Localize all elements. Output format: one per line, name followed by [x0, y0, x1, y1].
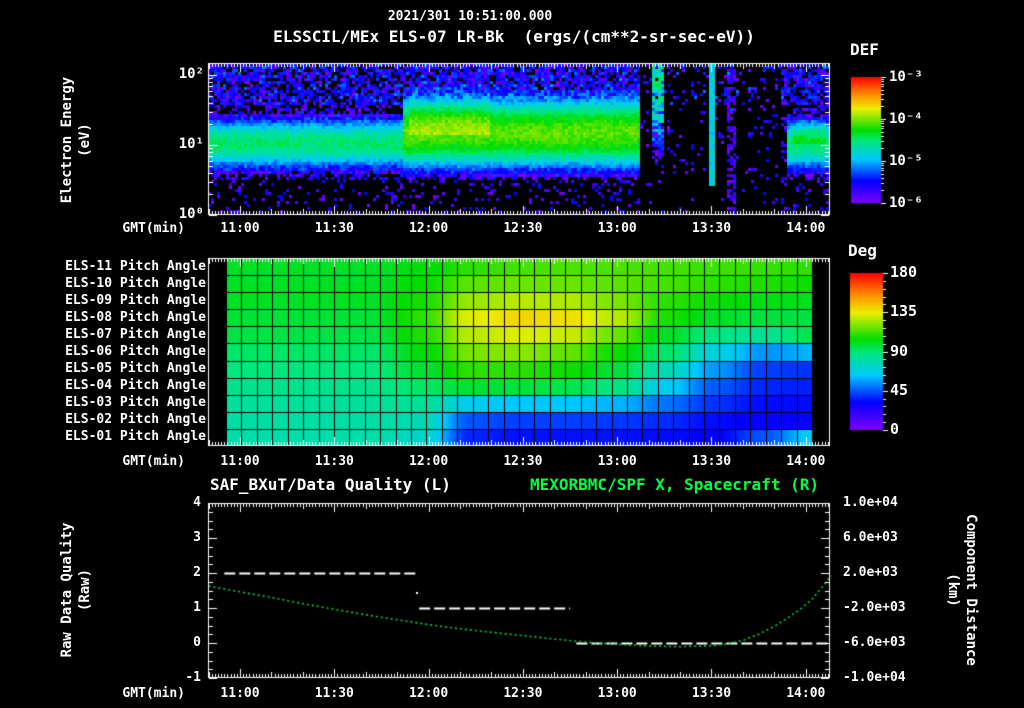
time-tick-label: 14:00 [786, 221, 826, 236]
quality-ylabel-line2: (Raw) [77, 568, 93, 612]
els-row-label: ELS-05 Pitch Angle [65, 361, 206, 376]
els-row-label: ELS-09 Pitch Angle [65, 293, 206, 308]
figure-subtitle: ELSSCIL/MEx ELS-07 LR-Bk (ergs/(cm**2-sr… [273, 27, 755, 46]
time-tick-label: 14:00 [786, 686, 826, 701]
def-colorbar-tick-label: 10⁻⁴ [889, 111, 923, 127]
gmt-label-bottom: GMT(min) [122, 686, 185, 701]
def-colorbar-tick-label: 10⁻³ [889, 69, 923, 85]
time-tick-label: 12:00 [409, 221, 449, 236]
quality-ytick-label: 3 [193, 530, 201, 545]
gmt-label-top: GMT(min) [122, 221, 185, 236]
deg-colorbar-tick-label: 135 [890, 302, 918, 321]
spectrogram-ytick-label: 10⁰ [178, 206, 204, 222]
quality-ytick-label: 0 [193, 635, 201, 650]
els-row-label: ELS-11 Pitch Angle [65, 259, 206, 274]
time-tick-label: 14:00 [786, 454, 826, 469]
time-tick-label: 13:30 [691, 221, 732, 236]
distance-ylabel: Component Distance (km) [944, 514, 980, 666]
els-row-label: ELS-04 Pitch Angle [65, 378, 206, 393]
quality-ylabel: Raw Data Quality (Raw) [58, 523, 94, 658]
spectrogram-ylabel-line2: (eV) [77, 123, 93, 157]
quality-ytick-label: 1 [193, 600, 201, 615]
time-tick-label: 11:00 [220, 686, 260, 701]
time-tick-label: 11:30 [314, 686, 354, 701]
def-colorbar-tick-label: 10⁻⁶ [889, 195, 923, 211]
time-tick-label: 12:30 [503, 221, 543, 236]
time-tick-label: 13:00 [597, 686, 637, 701]
spectrogram-ylabel: Electron Energy (eV) [58, 77, 94, 203]
time-tick-label: 13:00 [597, 221, 637, 236]
els-row-label: ELS-08 Pitch Angle [65, 310, 206, 325]
spectrogram-ytick-label: 10¹ [178, 136, 204, 152]
deg-colorbar-tick-label: 90 [890, 341, 909, 360]
els-row-label: ELS-02 Pitch Angle [65, 412, 206, 427]
time-tick-label: 13:30 [691, 686, 732, 701]
distance-ylabel-line1: Component Distance [963, 514, 980, 666]
time-tick-label: 11:00 [220, 221, 260, 236]
els-row-label: ELS-07 Pitch Angle [65, 327, 206, 342]
spectrogram-ytick-label: 10² [178, 66, 204, 82]
gmt-label-middle: GMT(min) [122, 454, 185, 469]
distance-ytick-label: 2.0e+03 [843, 565, 898, 580]
distance-ytick-label: 6.0e+03 [843, 530, 898, 545]
deg-colorbar-tick-label: 180 [890, 263, 918, 281]
time-tick-label: 12:00 [409, 686, 449, 701]
deg-colorbar-tick-label: 0 [890, 420, 900, 438]
quality-ytick-label: -1 [185, 670, 201, 685]
timeseries-title-left: SAF_BXuT/Data Quality (L) [210, 475, 451, 494]
figure-title: 2021/301 10:51:00.000 [387, 9, 553, 24]
quality-ytick-label: 2 [193, 565, 201, 580]
time-tick-label: 12:30 [503, 686, 543, 701]
els-row-label: ELS-03 Pitch Angle [65, 395, 206, 410]
def-colorbar-title: DEF [850, 40, 879, 59]
timeseries-title-right: MEXORBMC/SPF X, Spacecraft (R) [530, 475, 819, 494]
def-colorbar-tick-label: 10⁻⁵ [889, 153, 923, 169]
distance-ytick-label: 1.0e+04 [843, 495, 898, 510]
distance-ytick-label: -6.0e+03 [843, 635, 906, 650]
time-tick-label: 11:30 [314, 454, 354, 469]
distance-ylabel-line2: (km) [945, 573, 961, 607]
distance-ytick-label: -2.0e+03 [843, 600, 906, 615]
els-row-label: ELS-01 Pitch Angle [65, 429, 206, 444]
els-row-label: ELS-06 Pitch Angle [65, 344, 206, 359]
time-tick-label: 13:30 [691, 454, 732, 469]
time-tick-label: 12:30 [503, 454, 543, 469]
time-tick-label: 11:30 [314, 221, 354, 236]
spectrogram-ylabel-line1: Electron Energy [58, 76, 75, 204]
deg-colorbar-tick-label: 45 [890, 380, 909, 399]
quality-ytick-label: 4 [193, 495, 201, 510]
time-tick-label: 13:00 [597, 454, 637, 469]
time-tick-label: 11:00 [220, 454, 260, 469]
els-row-label: ELS-10 Pitch Angle [65, 276, 206, 291]
quality-ylabel-line1: Raw Data Quality [58, 522, 75, 658]
time-tick-label: 12:00 [409, 454, 449, 469]
distance-ytick-label: -1.0e+04 [843, 670, 906, 685]
deg-colorbar-title: Deg [848, 241, 877, 260]
